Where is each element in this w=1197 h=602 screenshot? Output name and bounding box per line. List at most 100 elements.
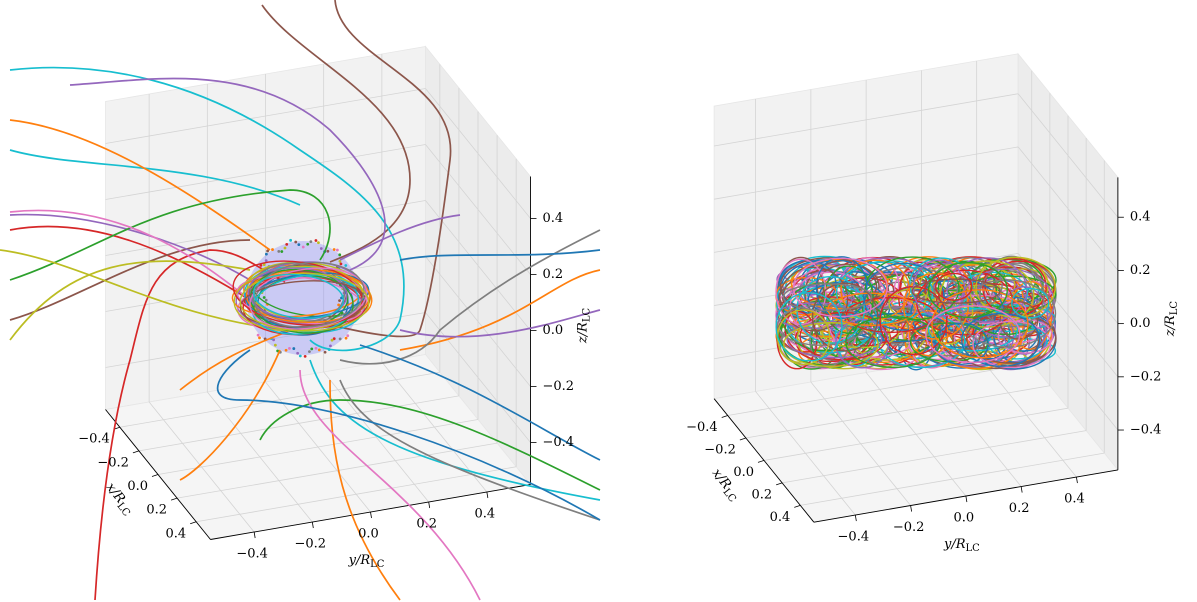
footpoint (344, 264, 348, 267)
x-tick (794, 504, 801, 508)
field-line (319, 0, 452, 338)
field-line (0, 249, 291, 331)
footpoint (259, 263, 263, 267)
x-tick (757, 460, 765, 463)
field-line (299, 369, 481, 601)
grid-line (921, 362, 1022, 487)
x-tick-label: 0.0 (127, 479, 148, 494)
grid-line (148, 401, 255, 533)
ylabel-label-text: y/R (348, 553, 371, 568)
footpoint (301, 245, 305, 249)
x-tick-label: −0.4 (78, 432, 110, 447)
closed-loop (1011, 287, 1050, 319)
closed-loop (960, 275, 1057, 313)
footpoint (330, 338, 334, 342)
ylabel-label-sub: LC (965, 543, 980, 554)
footpoint (280, 250, 284, 253)
footpoint (262, 296, 266, 299)
x-tick (151, 474, 159, 477)
footpoint (323, 350, 327, 354)
field-line (9, 213, 251, 281)
footpoint (303, 354, 307, 358)
footpoint (266, 249, 270, 253)
zlabel-label-sub: LC (1168, 301, 1179, 316)
footpoint (277, 249, 281, 253)
footpoint (332, 337, 336, 341)
z-tick-label: 0.2 (543, 267, 564, 282)
zlabel-label-text: z/R (1162, 315, 1177, 337)
y-tick-label: 0.0 (358, 527, 379, 542)
grid-line (976, 353, 1077, 478)
footpoint (346, 334, 350, 338)
grid-line (810, 381, 911, 506)
y-axis (210, 484, 531, 540)
y-tick-label: −0.4 (838, 530, 870, 545)
closed-loop (975, 256, 1056, 318)
footpoint (271, 248, 274, 251)
closed-loop (935, 272, 973, 301)
closed-loop (247, 267, 348, 321)
closed-loop (253, 273, 344, 319)
zlabel-label-text: z/R (575, 322, 590, 344)
grid-line (425, 312, 531, 443)
y-tick (1020, 486, 1023, 493)
grid-line (865, 372, 967, 497)
footpoint (314, 239, 318, 242)
z-tick-label: 0.0 (1130, 316, 1151, 331)
closed-loop (779, 266, 849, 332)
footpoint (294, 240, 298, 244)
x-tick (721, 415, 728, 418)
closed-loop (818, 296, 881, 328)
grid-line (1017, 93, 1119, 218)
grid-line (1017, 146, 1119, 271)
ylabel-label-text: y/R (943, 537, 966, 552)
y-tick (854, 514, 857, 522)
z-tick-label: 0.0 (543, 323, 564, 338)
footpoint (338, 299, 341, 303)
footpoint (310, 347, 314, 351)
x-axis (713, 398, 815, 523)
grid-line (105, 88, 426, 144)
field-line (94, 249, 286, 601)
field-line (329, 379, 401, 601)
footpoint (265, 252, 268, 256)
closed-loop (811, 282, 879, 352)
field-line (69, 77, 386, 271)
closed-loop (253, 261, 365, 328)
grid-line (105, 200, 426, 256)
x-tick (170, 497, 178, 501)
z-tick-label: −0.4 (1130, 423, 1162, 438)
closed-loop (927, 261, 1008, 318)
footpoint (339, 262, 343, 266)
closed-loop (845, 296, 936, 334)
closed-loop (239, 272, 370, 332)
footpoint (314, 346, 318, 350)
closed-loop (775, 292, 843, 362)
footpoint (297, 243, 301, 247)
footpoint (272, 338, 276, 342)
footpoint (285, 242, 289, 246)
grid-line (425, 200, 531, 331)
y-tick (910, 505, 912, 512)
closed-loop (946, 257, 1028, 323)
z-tick-label: −0.2 (543, 379, 575, 394)
closed-loop (232, 260, 363, 326)
footpoint (289, 238, 293, 242)
zlabel-label: z/RLC (575, 307, 592, 344)
x-tick-label: 0.4 (770, 510, 791, 525)
closed-loop (796, 276, 865, 344)
closed-loop (965, 312, 1057, 364)
y-tick-label: 0.4 (475, 507, 496, 522)
footpoint (256, 333, 260, 337)
grid-line (714, 199, 1019, 253)
closed-loop (877, 313, 966, 369)
y-tick-label: −0.2 (893, 520, 925, 535)
field-line (339, 214, 461, 261)
x-tick-label: 0.4 (165, 526, 186, 541)
grid-line (105, 144, 426, 200)
grid-line (1017, 199, 1119, 324)
x-axis (105, 409, 211, 540)
grid-line (714, 146, 1019, 200)
x-tick-label: 0.0 (733, 465, 754, 480)
